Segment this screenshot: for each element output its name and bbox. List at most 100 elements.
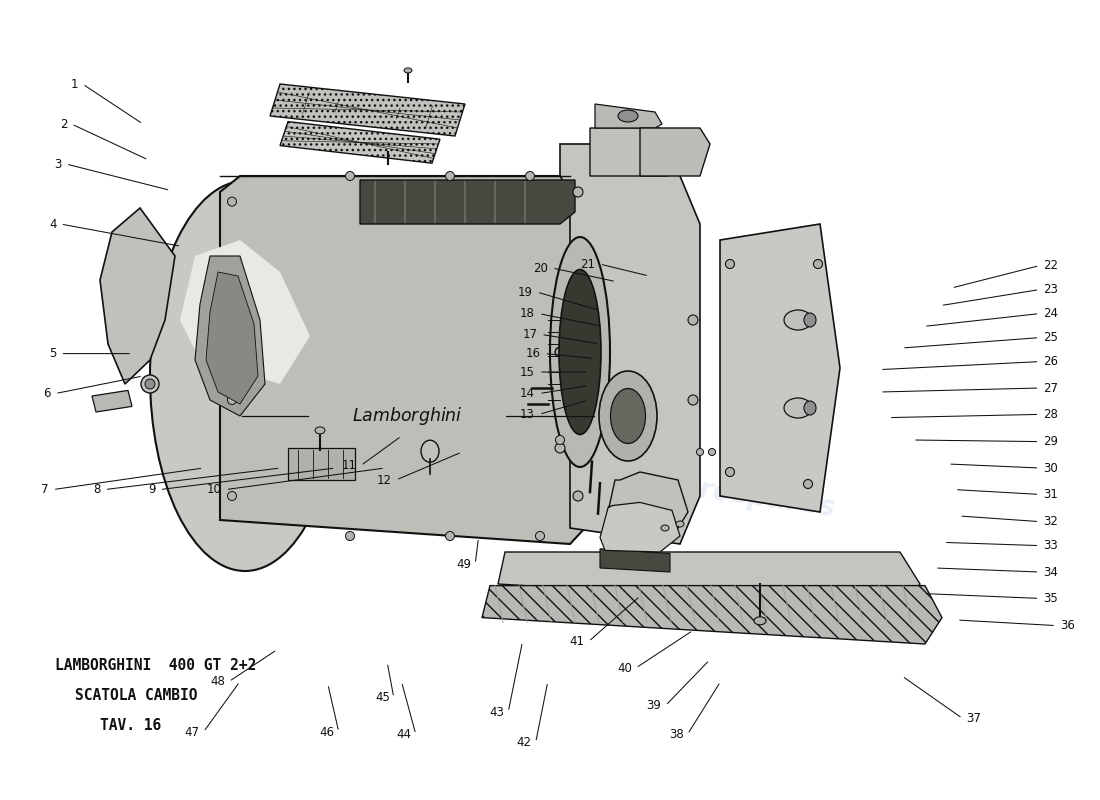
Polygon shape [206, 272, 258, 404]
Text: 32: 32 [1044, 515, 1058, 528]
Text: 6: 6 [44, 387, 51, 400]
Text: 9: 9 [148, 483, 155, 496]
Text: 15: 15 [520, 366, 535, 378]
Text: 29: 29 [1044, 435, 1058, 448]
Text: 27: 27 [1044, 382, 1058, 394]
Polygon shape [482, 586, 942, 644]
Text: 11: 11 [342, 459, 356, 472]
Ellipse shape [315, 427, 324, 434]
Text: 8: 8 [94, 483, 100, 496]
Text: 31: 31 [1044, 488, 1058, 501]
Text: 42: 42 [517, 736, 531, 749]
Text: 28: 28 [1044, 408, 1058, 421]
Text: 2: 2 [60, 118, 67, 130]
Text: 13: 13 [520, 408, 535, 421]
Ellipse shape [726, 259, 735, 269]
Polygon shape [360, 180, 575, 224]
Polygon shape [600, 502, 680, 552]
Text: 12: 12 [377, 474, 392, 486]
Text: 26: 26 [1044, 355, 1058, 368]
Polygon shape [280, 122, 440, 163]
Polygon shape [288, 448, 355, 480]
Ellipse shape [784, 398, 812, 418]
Text: 18: 18 [520, 307, 535, 320]
Text: 10: 10 [207, 483, 221, 496]
Text: 41: 41 [570, 635, 584, 648]
Polygon shape [195, 256, 265, 416]
Text: 21: 21 [581, 258, 595, 270]
Ellipse shape [556, 443, 565, 453]
Text: $\mathit{Lamborghini}$: $\mathit{Lamborghini}$ [352, 405, 462, 427]
Ellipse shape [610, 389, 646, 443]
Polygon shape [600, 549, 670, 572]
Polygon shape [595, 104, 662, 128]
Ellipse shape [661, 525, 669, 531]
Ellipse shape [600, 371, 657, 461]
Polygon shape [180, 240, 310, 384]
Text: 19: 19 [518, 286, 532, 298]
Ellipse shape [421, 440, 439, 462]
Polygon shape [498, 552, 920, 608]
Text: 38: 38 [669, 728, 683, 741]
Ellipse shape [404, 68, 412, 73]
Text: 39: 39 [647, 699, 661, 712]
Ellipse shape [688, 395, 698, 405]
Text: TAV. 16: TAV. 16 [100, 718, 162, 733]
Ellipse shape [446, 171, 454, 181]
Ellipse shape [803, 479, 813, 489]
Text: SCATOLA CAMBIO: SCATOLA CAMBIO [75, 689, 198, 703]
Text: 49: 49 [456, 558, 471, 570]
Text: 23: 23 [1044, 283, 1058, 296]
Ellipse shape [784, 310, 812, 330]
Polygon shape [270, 84, 465, 136]
Ellipse shape [708, 449, 715, 455]
Ellipse shape [228, 491, 236, 501]
Text: 48: 48 [210, 675, 224, 688]
Ellipse shape [345, 531, 354, 541]
Text: 34: 34 [1044, 566, 1058, 578]
Polygon shape [220, 176, 600, 544]
Text: 3: 3 [55, 158, 62, 170]
Ellipse shape [814, 259, 823, 269]
Ellipse shape [696, 449, 704, 455]
Polygon shape [640, 128, 710, 176]
Polygon shape [560, 144, 700, 544]
Ellipse shape [804, 313, 816, 327]
Ellipse shape [228, 197, 236, 206]
Text: 43: 43 [490, 706, 504, 718]
Text: 37: 37 [967, 712, 981, 725]
Text: 1: 1 [72, 78, 78, 90]
Ellipse shape [559, 270, 601, 434]
Text: eurospares: eurospares [659, 470, 837, 522]
Text: 44: 44 [397, 728, 411, 741]
Ellipse shape [141, 375, 160, 393]
Polygon shape [590, 128, 668, 176]
Ellipse shape [804, 401, 816, 415]
Text: 33: 33 [1044, 539, 1058, 552]
Ellipse shape [446, 531, 454, 541]
Text: 16: 16 [526, 347, 540, 360]
Ellipse shape [556, 347, 564, 357]
Text: 35: 35 [1044, 592, 1058, 605]
Text: 30: 30 [1044, 462, 1058, 474]
Text: 47: 47 [185, 726, 199, 738]
Text: 5: 5 [50, 347, 56, 360]
Ellipse shape [536, 531, 544, 541]
Text: 4: 4 [50, 218, 56, 230]
Text: eurospares: eurospares [219, 326, 397, 378]
Ellipse shape [556, 435, 564, 445]
Polygon shape [608, 472, 688, 544]
Ellipse shape [550, 237, 610, 467]
Ellipse shape [228, 299, 236, 309]
Text: 7: 7 [42, 483, 48, 496]
Text: 25: 25 [1044, 331, 1058, 344]
Ellipse shape [618, 110, 638, 122]
Ellipse shape [688, 315, 698, 325]
Text: LAMBORGHINI  400 GT 2+2: LAMBORGHINI 400 GT 2+2 [55, 658, 256, 673]
Text: 17: 17 [522, 328, 537, 341]
Ellipse shape [676, 521, 684, 527]
Ellipse shape [573, 187, 583, 197]
Ellipse shape [726, 467, 735, 477]
Text: 46: 46 [320, 726, 334, 738]
Text: 24: 24 [1044, 307, 1058, 320]
